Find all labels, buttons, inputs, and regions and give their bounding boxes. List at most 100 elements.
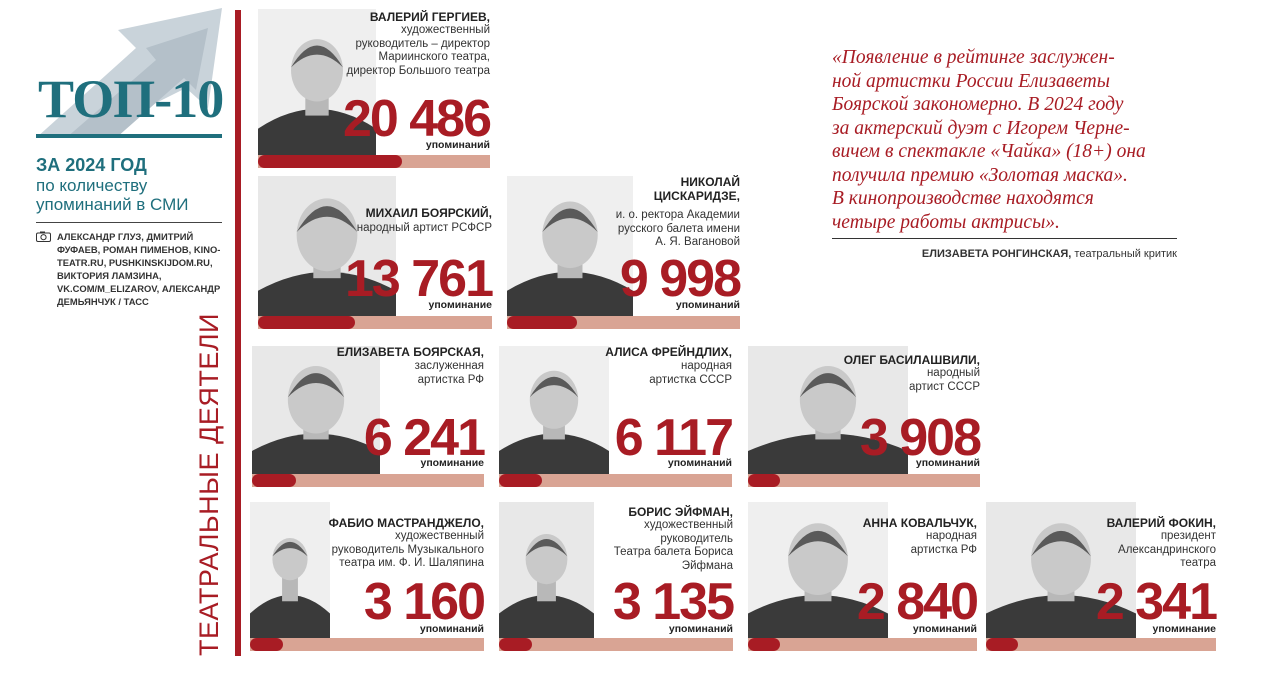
person-description-line: артистка РФ [417,373,484,386]
mention-unit: упоминание [420,457,485,469]
person-card: АННА КОВАЛЬЧУК, народная артистка РФ 2 840 у… [748,502,979,651]
quote-line: за актерский дуэт с Игорем Черне- [832,117,1130,139]
person-name: ОЛЕГ БАСИЛАШВИЛИ, [843,353,980,367]
mention-bar-track [258,316,492,329]
person-description-line: Мариинского театра, [378,51,490,63]
person-description-line: руководитель [660,532,733,545]
person-description-line: руководитель Музыкального [331,543,484,556]
portrait-frame [250,502,330,638]
mention-unit: упоминаний [912,623,977,635]
portrait-frame [499,346,609,474]
camera-icon [36,231,51,242]
quote-line: вичем в спектакле «Чайка» (18+) она [832,141,1146,162]
mention-unit: упоминаний [668,623,733,635]
portrait-frame [748,346,908,474]
page-title: ТОП-10 [38,69,224,129]
mention-bar-track [748,474,980,487]
mention-count: 9 998 [619,250,742,308]
person-description-line: президент [1160,530,1216,542]
person-description: народная артистка СССР [649,360,732,387]
mention-unit: упоминание [1152,623,1217,635]
portrait-frame [258,176,396,316]
mention-bar-fill [499,638,532,651]
mention-bar-track [748,638,977,651]
quote-line: получила премию «Золотая маска». [832,164,1128,186]
person-description-line: театра [1180,557,1216,569]
person-description-line: артистка РФ [910,543,977,556]
portrait-photo [507,176,633,316]
person-card: АЛИСА ФРЕЙНДЛИХ, народная артистка СССР 6 1… [499,345,734,487]
quote-author-name: ЕЛИЗАВЕТА РОНГИНСКАЯ, [921,248,1072,260]
person-card: МИХАИЛ БОЯРСКИЙ, народный артист РСФСР 13 … [258,175,494,329]
category-bar [235,10,241,656]
photo-credits: АЛЕКСАНДР ГЛУЗ, ДМИТРИЙ ФУФАЕВ, РОМАН ПИ… [57,231,221,307]
growth-arrow-icon [36,8,222,138]
portrait-photo [499,346,609,474]
person-card: ВАЛЕРИЙ ГЕРГИЕВ, художественный руководите… [258,9,492,168]
mention-bar-fill [499,474,543,487]
portrait-frame [507,176,633,316]
person-name: АННА КОВАЛЬЧУК, [862,516,977,530]
subtitle-year: ЗА 2024 ГОД [36,155,147,175]
person-description: заслуженная артистка РФ [415,360,484,387]
person-description: народная артистка РФ [911,530,977,557]
person-description-line: артист СССР [908,380,980,393]
quote-line: ной артистки России Елизаветы [832,70,1110,92]
person-name-line: ЦИСКАРИДЗЕ, [653,189,740,203]
person-description-line: народный артист РСФСР [356,222,492,234]
mention-bar-fill [250,638,283,651]
mention-count: 2 840 [856,573,979,631]
person-card: ОЛЕГ БАСИЛАШВИЛИ, народный артист СССР 3 90… [748,345,982,487]
person-description-line: художественный [401,24,490,36]
portrait-frame [986,502,1136,638]
person-description: народный артист РСФСР [357,222,492,236]
person-name: ФАБИО МАСТРАНДЖЕЛО, [328,516,484,530]
person-description-line: Театра балета Бориса [613,546,733,558]
person-description: президент Александринского театра [1118,530,1216,571]
credits-divider [36,222,222,223]
mention-bar-track [250,638,484,651]
quote-line: «Появление в рейтинге заслужен- [832,47,1115,68]
mention-unit: упоминание [428,299,493,311]
person-description-line: художественный [395,530,484,542]
mention-count: 2 341 [1095,573,1218,631]
portrait-photo [258,176,396,316]
mention-bar-fill [748,638,781,651]
portrait-photo [748,502,888,638]
person-card: ВАЛЕРИЙ ФОКИН, президент Александринского т… [986,502,1218,651]
person-description: художественный руководитель – директор Мар… [347,24,491,78]
person-name: АЛИСА ФРЕЙНДЛИХ, [605,345,732,359]
quote-line: Боярской закономерно. В 2024 году [832,94,1124,115]
person-description-line: театра им. Ф. И. Шаляпина [339,557,484,569]
person-description-line: А. Я. Вагановой [655,236,740,248]
person-description-line: Эйфмана [681,559,733,572]
person-name-line: НИКОЛАЙ [680,175,740,189]
mention-bar-track [499,474,732,487]
person-description: народный артист СССР [909,367,980,394]
person-card: БОРИС ЭЙФМАН, художественный руководитель Т… [499,502,735,651]
person-description: художественный руководитель Театра балета … [614,519,733,573]
mention-count: 3 135 [612,573,735,631]
mention-bar-track [986,638,1216,651]
portrait-photo [499,502,594,638]
mention-unit: упоминаний [675,299,740,311]
mention-bar-fill [986,638,1019,651]
portrait-photo [250,502,330,638]
portrait-frame [252,346,380,474]
mention-bar-track [258,155,490,168]
portrait-frame [748,502,888,638]
subtitle-line-2: упоминаний в СМИ [36,195,189,214]
mention-unit: упоминаний [915,457,980,469]
person-card: НИКОЛАЙ ЦИСКАРИДЗЕ, и. о. ректора Академии… [507,175,742,329]
person-name: МИХАИЛ БОЯРСКИЙ, [365,206,492,220]
mention-unit: упоминаний [667,457,732,469]
person-description: художественный руководитель Музыкального т… [332,530,484,571]
quote-author: ЕЛИЗАВЕТА РОНГИНСКАЯ, театральный критик [922,248,1177,260]
person-description-line: народная [681,360,732,372]
quote-line: четыре работы актрисы». [832,211,1060,233]
subtitle-line-1: по количеству [36,176,148,195]
quote-divider [832,238,1177,239]
quote-line: В кинопроизводстве находятся [832,188,1094,209]
mention-bar-fill [252,474,296,487]
mention-bar-track [252,474,484,487]
